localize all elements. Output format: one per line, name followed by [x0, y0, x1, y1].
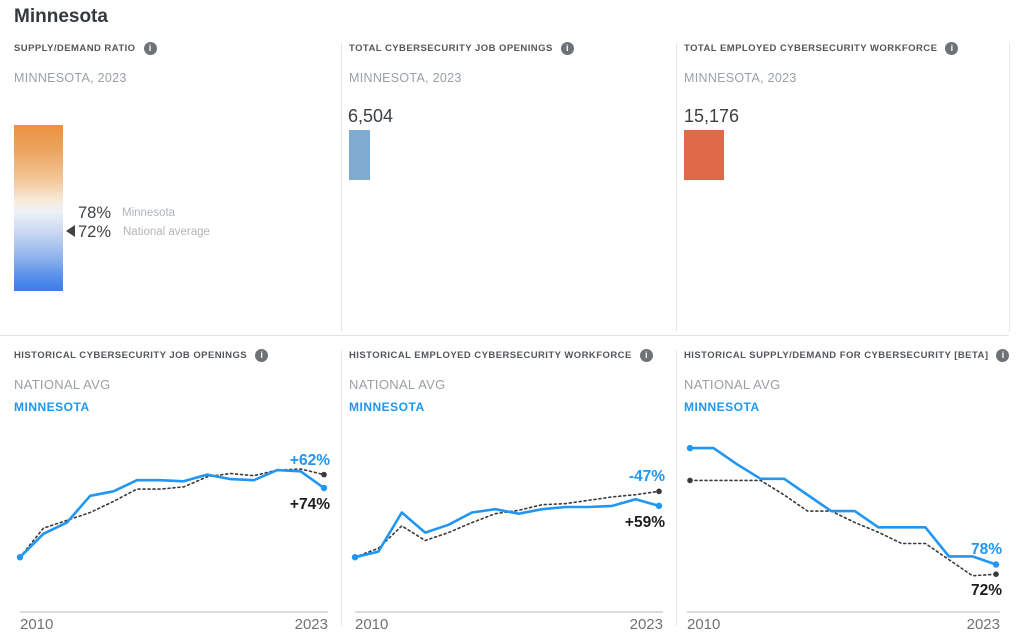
job-openings-panel-header: TOTAL CYBERSECURITY JOB OPENINGS i	[349, 42, 574, 55]
historical-workforce-chart: -47% +59% 2010 2023	[349, 420, 665, 633]
x-tick-2023: 2023	[294, 616, 328, 633]
row-divider	[0, 335, 1009, 336]
panel-divider	[341, 350, 342, 626]
x-tick-2010: 2010	[355, 616, 389, 633]
legend-minnesota: MINNESOTA	[14, 400, 90, 414]
supply-demand-title: SUPPLY/DEMAND RATIO	[14, 43, 136, 54]
panel-divider	[1009, 43, 1010, 332]
panel-divider	[676, 350, 677, 626]
historical-job-openings-header: HISTORICAL CYBERSECURITY JOB OPENINGS i	[14, 349, 269, 362]
x-axis-line	[20, 611, 328, 613]
legend-national-avg: NATIONAL AVG	[14, 377, 111, 392]
end-label-minnesota: -47%	[628, 468, 665, 486]
supply-demand-subtitle: MINNESOTA, 2023	[14, 71, 127, 85]
info-icon[interactable]: i	[255, 349, 269, 362]
x-axis-line	[355, 611, 663, 613]
national-ratio-value: 72%	[78, 223, 112, 241]
national-average-marker-icon	[66, 225, 75, 237]
end-label-minnesota: +62%	[289, 451, 330, 469]
historical-job-openings-title: HISTORICAL CYBERSECURITY JOB OPENINGS	[14, 350, 248, 361]
workforce-title: TOTAL EMPLOYED CYBERSECURITY WORKFORCE	[684, 43, 938, 54]
panel-divider	[341, 43, 342, 332]
info-icon[interactable]: i	[560, 42, 574, 55]
legend-minnesota: MINNESOTA	[684, 400, 760, 414]
supply-demand-line-chart[interactable]	[684, 420, 1002, 620]
historical-supply-demand-header: HISTORICAL SUPPLY/DEMAND FOR CYBERSECURI…	[684, 349, 1010, 362]
workforce-subtitle: MINNESOTA, 2023	[684, 71, 797, 85]
national-ratio-label: National average	[123, 226, 210, 238]
job-openings-subtitle: MINNESOTA, 2023	[349, 71, 462, 85]
workforce-value: 15,176	[684, 106, 740, 126]
end-label-national: +59%	[624, 513, 665, 531]
x-tick-2010: 2010	[20, 616, 54, 633]
end-label-national: +74%	[289, 495, 330, 513]
legend-minnesota: MINNESOTA	[349, 400, 425, 414]
workforce-panel-header: TOTAL EMPLOYED CYBERSECURITY WORKFORCE i	[684, 42, 959, 55]
legend-national-avg: NATIONAL AVG	[349, 377, 446, 392]
historical-supply-demand-chart: 78% 72% 2010 2023	[684, 420, 1002, 633]
historical-job-openings-chart: +62% +74% 2010 2023	[14, 420, 330, 633]
info-icon[interactable]: i	[945, 42, 959, 55]
historical-workforce-title: HISTORICAL EMPLOYED CYBERSECURITY WORKFO…	[349, 350, 632, 361]
info-icon[interactable]: i	[996, 349, 1010, 362]
x-tick-2023: 2023	[629, 616, 663, 633]
workforce-bar[interactable]	[684, 130, 724, 180]
end-label-minnesota: 78%	[970, 541, 1002, 559]
supply-demand-gradient-scale	[14, 125, 63, 291]
state-ratio-value: 78%	[78, 204, 112, 222]
x-tick-2023: 2023	[966, 616, 1000, 633]
job-openings-value: 6,504	[348, 106, 394, 126]
historical-supply-demand-title: HISTORICAL SUPPLY/DEMAND FOR CYBERSECURI…	[684, 350, 989, 361]
info-icon[interactable]: i	[639, 349, 653, 362]
job-openings-bar[interactable]	[349, 130, 370, 180]
x-tick-2010: 2010	[687, 616, 721, 633]
info-icon[interactable]: i	[143, 42, 157, 55]
job-openings-title: TOTAL CYBERSECURITY JOB OPENINGS	[349, 43, 553, 54]
supply-demand-panel-header: SUPPLY/DEMAND RATIO i	[14, 42, 157, 55]
legend-national-avg: NATIONAL AVG	[684, 377, 781, 392]
workforce-line-chart[interactable]	[349, 420, 665, 620]
job-openings-line-chart[interactable]	[14, 420, 330, 620]
x-axis-line	[687, 611, 1000, 613]
end-label-national: 72%	[970, 582, 1002, 600]
state-ratio-label: Minnesota	[122, 207, 176, 219]
page-title: Minnesota	[14, 6, 108, 27]
panel-divider	[676, 43, 677, 332]
historical-workforce-header: HISTORICAL EMPLOYED CYBERSECURITY WORKFO…	[349, 349, 653, 362]
